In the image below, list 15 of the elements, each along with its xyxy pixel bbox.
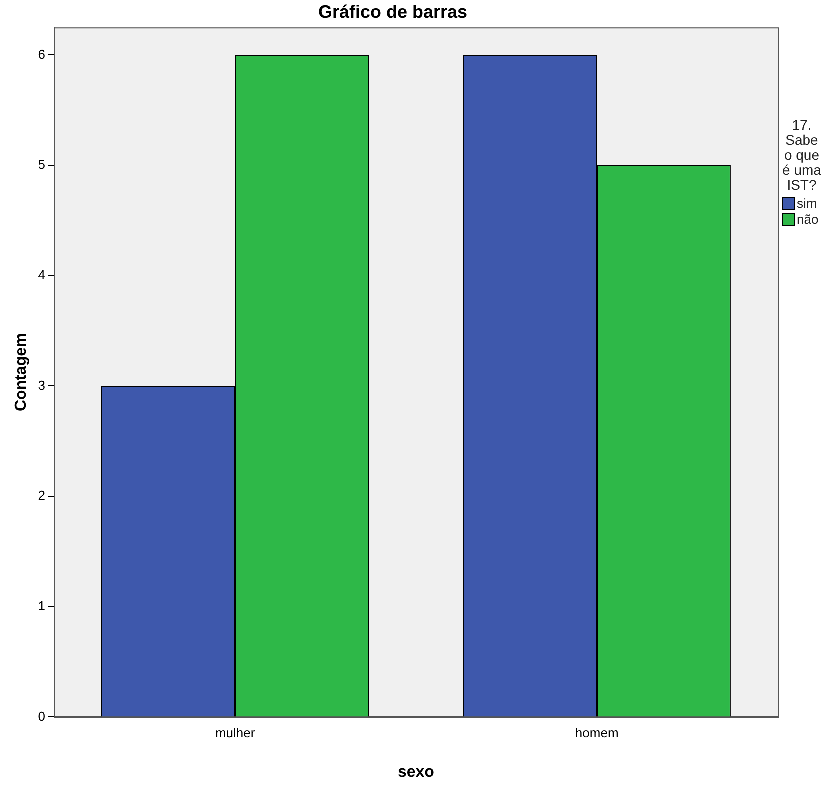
legend-title: 17. Sabe o que é uma IST?: [782, 116, 822, 193]
chart-title: Gráfico de barras: [318, 2, 468, 22]
y-tick-label: 4: [38, 267, 46, 282]
y-tick-label: 3: [38, 378, 46, 393]
x-tick-label: mulher: [215, 726, 256, 741]
y-axis-title: Contagem: [13, 333, 30, 412]
y-tick-label: 0: [38, 708, 46, 724]
legend-label: sim: [797, 196, 818, 212]
legend-label: não: [797, 212, 819, 228]
x-tick-label: homem: [575, 726, 619, 741]
y-tick-label: 5: [38, 157, 46, 172]
y-tick-label: 2: [38, 488, 46, 504]
y-tick-label: 6: [38, 46, 46, 62]
y-tick-label: 1: [38, 598, 46, 614]
x-axis-title: sexo: [398, 764, 435, 781]
